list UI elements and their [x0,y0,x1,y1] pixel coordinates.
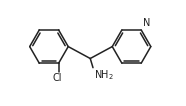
Text: Cl: Cl [53,73,62,83]
Text: NH$_2$: NH$_2$ [94,69,114,82]
Text: N: N [143,18,151,28]
